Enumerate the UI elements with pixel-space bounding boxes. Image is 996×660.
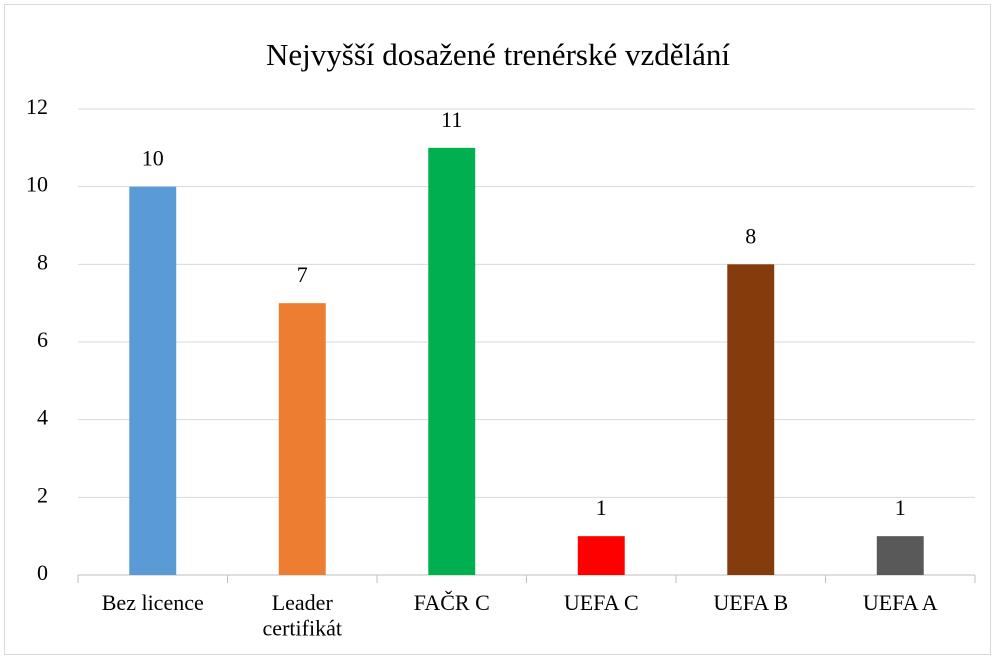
bar (876, 536, 924, 575)
y-tick-label: 12 (26, 94, 48, 119)
data-label: 8 (745, 223, 756, 248)
x-tick-label: Leader certifikát (263, 590, 342, 640)
y-tick-label: 2 (37, 482, 48, 507)
x-tick-label: FAČR C (414, 590, 490, 615)
bar (129, 186, 177, 575)
data-label: 10 (142, 146, 164, 171)
x-tick-label: UEFA A (863, 590, 938, 615)
y-tick-label: 8 (37, 249, 48, 274)
data-label: 11 (441, 107, 462, 132)
bar (577, 536, 625, 575)
chart-title: Nejvyšší dosažené trenérské vzdělání (266, 37, 730, 72)
data-label: 1 (596, 495, 607, 520)
y-tick-label: 0 (37, 560, 48, 585)
y-tick-label: 4 (37, 405, 48, 430)
x-tick-label: UEFA C (564, 590, 639, 615)
y-tick-label: 6 (37, 327, 48, 352)
data-label: 7 (297, 262, 308, 287)
x-tick-label: UEFA B (713, 590, 788, 615)
x-tick-label: Bez licence (102, 590, 204, 615)
bar (278, 303, 326, 575)
data-label: 1 (895, 495, 906, 520)
bar (727, 264, 775, 575)
y-tick-label: 10 (26, 172, 48, 197)
bar (428, 147, 476, 576)
